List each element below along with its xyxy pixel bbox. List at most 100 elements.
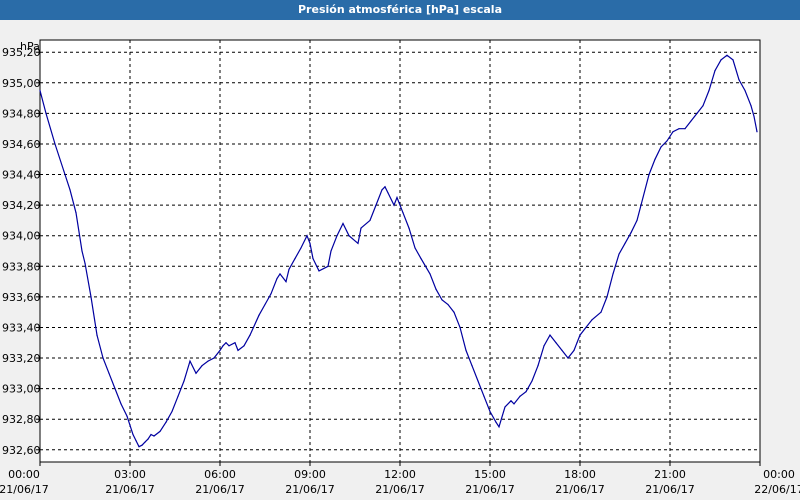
data-point [189,360,191,362]
data-point [684,128,686,130]
data-point [648,173,650,176]
data-point [381,189,383,191]
data-point [243,345,245,347]
data-point [102,357,104,359]
data-point [318,270,320,272]
data-point [375,204,377,206]
data-point [159,430,161,433]
data-point [459,326,461,329]
data-point [498,426,500,428]
data-point [387,192,389,194]
y-tick-label: 933,40 [2,321,41,334]
data-point [477,380,479,382]
data-point [270,293,272,295]
data-point [414,247,416,249]
data-point [96,334,98,336]
data-point [237,349,239,351]
data-point [213,357,215,359]
data-point [630,232,632,234]
data-point [708,89,710,92]
data-point [294,258,296,260]
data-point [63,170,65,173]
pressure-chart: 935,20 935,00 934,80 934,60 934,40 934,20 934,… [0,39,800,496]
y-tick-label: 934,20 [2,199,41,212]
data-point [585,326,587,329]
y-tick-label: 932,60 [2,444,41,457]
x-tick-time-label: 09:00 [294,468,326,481]
data-point [285,280,287,283]
data-point [696,112,698,114]
data-point [165,421,167,423]
data-point [618,253,620,255]
x-tick-date-label: 22/06/17 [754,483,800,496]
data-point [543,345,545,347]
data-point [510,400,512,402]
data-point [600,311,602,313]
data-point [678,128,680,130]
x-tick-time-label: 00:00 [8,468,40,481]
data-point [129,424,131,426]
data-point [264,303,266,306]
chart-title: Presión atmosférica [hPa] escala [0,0,800,20]
data-point [591,319,593,321]
data-point [138,446,140,448]
data-point [84,262,86,264]
data-point [69,189,71,191]
data-point [402,212,404,214]
data-point [183,380,185,382]
y-tick-label: 935,20 [2,46,41,59]
data-point [348,235,350,237]
data-point [453,311,455,313]
data-point [519,395,521,397]
y-tick-label: 933,60 [2,291,41,304]
data-point [54,143,56,145]
data-point [636,219,638,222]
data-point [690,120,692,122]
data-point [228,345,230,347]
x-tick-date-label: 21/06/17 [285,483,334,496]
x-tick-date-label: 21/06/17 [195,483,244,496]
x-axis: 00:00 21/06/17 03:00 21/06/17 06:00 21/06/17 0… [0,462,800,496]
data-point [195,372,197,374]
data-point [726,54,728,56]
data-point [672,131,674,133]
data-point [420,258,422,260]
data-point [666,140,668,142]
data-point [429,273,431,275]
x-tick-date-label: 21/06/17 [105,483,154,496]
data-point [153,435,155,437]
x-tick-date-label: 21/06/17 [555,483,604,496]
data-point [342,222,344,225]
chart-area: 935,20 935,00 934,80 934,60 934,40 934,20 934,… [0,20,800,500]
data-point [201,365,203,367]
data-point [108,372,110,374]
data-point [531,380,533,382]
x-tick-time-label: 00:00 [763,468,795,481]
y-tick-label: 935,00 [2,77,41,90]
data-point [750,105,752,107]
data-point [144,441,146,443]
data-point [465,349,467,351]
data-point [120,403,122,405]
y-axis: 935,20 935,00 934,80 934,60 934,40 934,20 934,… [2,46,41,457]
data-point [489,410,491,413]
data-point [135,439,137,442]
data-point [471,365,473,367]
data-point [435,288,437,290]
data-point [756,131,758,133]
data-point [654,158,656,160]
data-point [495,421,497,423]
data-point [330,250,332,252]
series-layer [39,54,758,448]
y-axis-label: hPa [20,40,40,53]
grid-lines [40,40,760,462]
data-point [393,204,395,206]
data-point [576,342,578,344]
data-point [753,115,755,118]
data-point [234,342,236,344]
data-point [396,196,398,199]
data-point [561,349,563,351]
x-tick-time-label: 18:00 [564,468,596,481]
data-point [288,268,290,270]
data-point [579,334,581,336]
